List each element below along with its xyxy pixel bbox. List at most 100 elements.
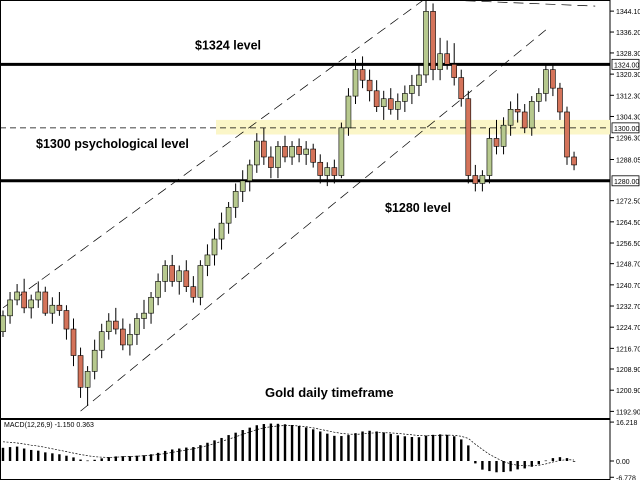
macd-histogram-bar: [375, 431, 378, 461]
candle-body: [197, 265, 204, 298]
candle-body: [155, 281, 161, 298]
price-tick-label: 1248.70: [616, 262, 640, 269]
price-highlight-label: 1324.00: [614, 62, 639, 69]
macd-histogram-bar: [417, 437, 421, 461]
macd-histogram-bar: [467, 445, 470, 461]
macd-histogram-bar: [340, 436, 343, 461]
macd-histogram-bar: [234, 432, 237, 461]
candle-body: [141, 312, 147, 319]
macd-histogram-bar: [185, 447, 188, 461]
macd-histogram-bar: [319, 431, 322, 461]
macd-histogram-bar: [537, 461, 540, 465]
price-tick-label: 1224.70: [616, 325, 640, 332]
candle-body: [486, 138, 493, 176]
candle-body: [373, 90, 380, 107]
macd-histogram-bar: [438, 434, 442, 461]
candle-body: [70, 328, 77, 356]
candle-body: [359, 69, 366, 81]
macd-histogram-bar: [156, 452, 160, 461]
macd-histogram-bar: [192, 447, 195, 461]
macd-histogram-bar: [502, 461, 505, 473]
macd-histogram-bar: [255, 425, 258, 461]
macd-histogram-bar: [509, 461, 512, 472]
candle-body: [303, 148, 309, 155]
candle-body: [169, 265, 175, 282]
candle-body: [56, 304, 63, 311]
macd-histogram-bar: [453, 436, 456, 461]
macd-histogram-bar: [22, 448, 26, 461]
candle-body: [338, 127, 345, 176]
price-tick-label: 1312.30: [616, 93, 640, 100]
candle-body: [535, 93, 542, 102]
macd-histogram-bar: [410, 437, 414, 461]
macd-histogram-bar: [220, 437, 223, 461]
main-panel-frame: [0, 0, 611, 419]
candle-body: [352, 69, 359, 97]
macd-histogram-bar: [431, 434, 435, 461]
macd-tick-label: -6.778: [616, 475, 636, 480]
level-label: $1280 level: [385, 201, 451, 215]
macd-histogram-bar: [474, 461, 477, 464]
price-tick-label: 1272.50: [616, 199, 640, 206]
price-tick-label: 1336.20: [616, 30, 640, 37]
macd-histogram-bar: [128, 456, 132, 461]
candle-body: [77, 355, 84, 388]
macd-histogram-bar: [389, 433, 392, 461]
channel-line: [2, 0, 425, 309]
macd-histogram-bar: [213, 440, 216, 461]
candle-body: [394, 101, 401, 110]
price-tick-label: 1264.50: [616, 220, 640, 227]
candle-body: [289, 146, 295, 158]
candle-body: [550, 69, 556, 89]
candle-body: [98, 331, 105, 351]
macd-histogram-bar: [15, 446, 19, 461]
candle-body: [91, 349, 98, 372]
price-tick-label: 1288.05: [616, 157, 640, 164]
candle-body: [148, 296, 154, 314]
candle-body: [543, 69, 549, 94]
candle-body: [571, 156, 577, 166]
macd-histogram-bar: [262, 424, 266, 461]
macd-histogram-bar: [326, 433, 329, 461]
price-tick-label: 1232.70: [616, 304, 640, 311]
candle-body: [261, 140, 267, 158]
candle-body: [35, 291, 42, 301]
macd-histogram-bar: [79, 459, 82, 461]
candle-body: [345, 95, 352, 129]
candle-body: [113, 320, 119, 330]
candle-body: [437, 53, 443, 70]
candle-body: [232, 191, 239, 208]
price-highlight-box: [611, 58, 640, 70]
candle-body: [268, 156, 274, 168]
candle-body: [204, 254, 211, 266]
macd-signal-line: [2, 425, 575, 467]
price-tick-label: 1200.90: [616, 388, 640, 395]
candle-body: [84, 371, 91, 388]
macd-histogram-bar: [1, 447, 5, 461]
candle-body: [317, 161, 324, 176]
candle-body: [239, 180, 246, 192]
price-tick-label: 1328.30: [616, 51, 640, 58]
candle-body: [310, 148, 317, 163]
candle-body: [105, 320, 112, 332]
macd-histogram-bar: [149, 454, 153, 461]
price-tick-label: 1344.10: [616, 9, 640, 16]
macd-histogram-bar: [135, 455, 139, 461]
macd-histogram-bar: [530, 461, 533, 467]
macd-histogram-bar: [248, 427, 251, 461]
macd-histogram-bar: [171, 449, 174, 461]
candle-body: [479, 175, 486, 184]
macd-histogram-bar: [72, 457, 75, 461]
candle-body: [444, 53, 450, 65]
candle-body: [296, 146, 302, 155]
macd-histogram-bar: [304, 427, 308, 461]
candle-body: [324, 167, 331, 176]
psychological-zone: [216, 119, 610, 135]
macd-histogram-bar: [312, 429, 315, 461]
candle-body: [409, 85, 415, 94]
macd-histogram-bar: [37, 450, 40, 461]
price-highlight-label: 1300.00: [614, 126, 639, 133]
macd-histogram-bar: [495, 461, 498, 473]
